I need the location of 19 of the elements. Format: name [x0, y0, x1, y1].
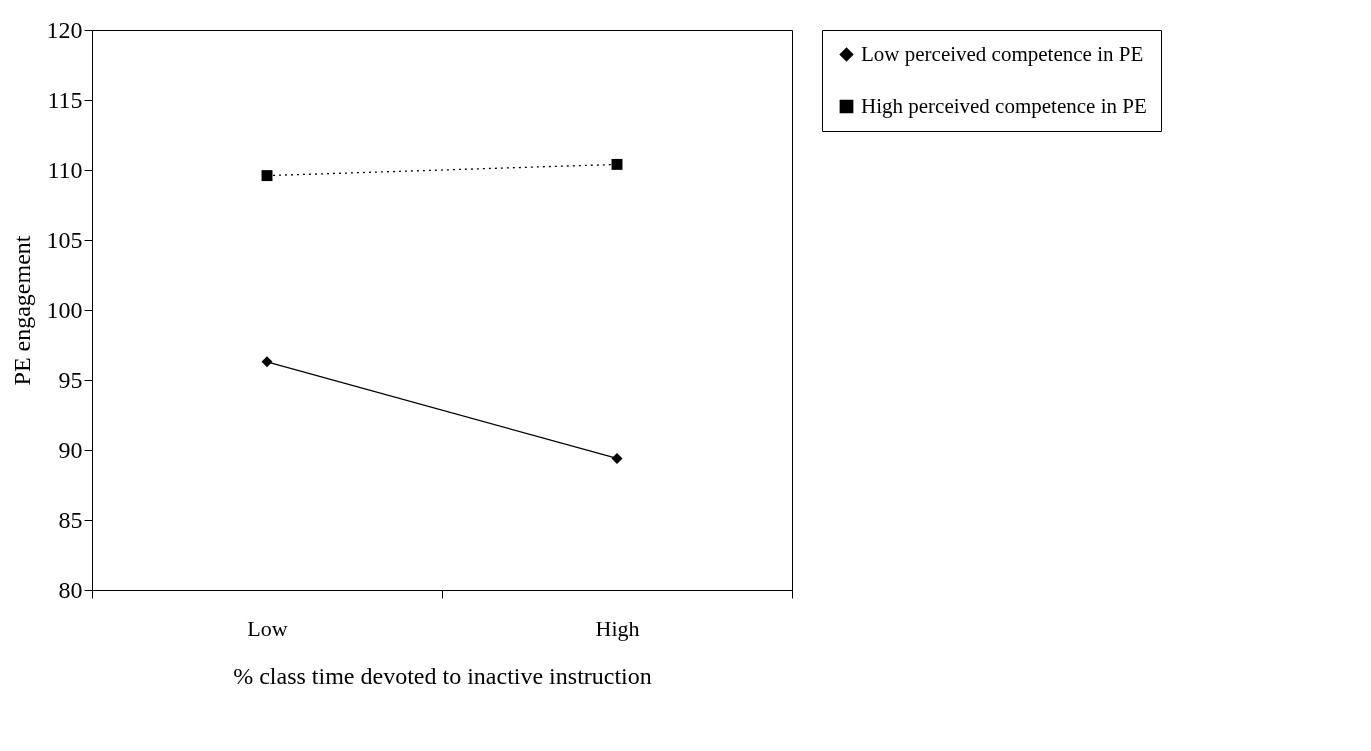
point — [261, 170, 273, 182]
y-tick-label: 110 — [47, 156, 83, 183]
legend-label: High perceived competence in PE — [861, 93, 1147, 118]
x-tick-label: High — [595, 615, 640, 641]
point — [261, 356, 273, 368]
x-tick-label: Low — [247, 615, 288, 641]
y-axis-title: PE engagement — [8, 235, 35, 386]
x-axis-title: % class time devoted to inactive instruction — [233, 662, 652, 689]
point — [611, 452, 623, 464]
y-tick-label: 120 — [46, 16, 83, 43]
y-tick-label: 100 — [46, 296, 83, 323]
y-tick-label: 85 — [58, 506, 83, 533]
y-tick-label: 105 — [46, 226, 83, 253]
y-tick-label: 115 — [47, 86, 83, 113]
point — [611, 158, 623, 170]
y-tick-label: 90 — [58, 436, 83, 463]
legend-label: Low perceived competence in PE — [861, 41, 1144, 66]
y-tick-label: 80 — [58, 576, 83, 603]
y-tick-label: 95 — [58, 366, 83, 393]
